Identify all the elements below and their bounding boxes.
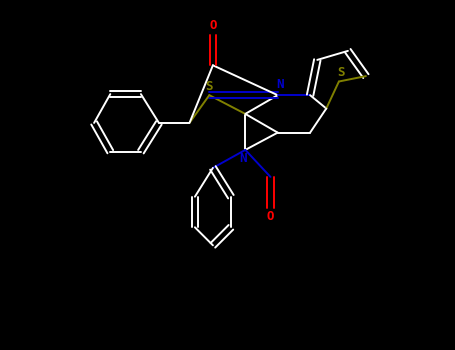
Text: N: N	[239, 152, 247, 166]
Text: O: O	[209, 19, 217, 32]
Text: S: S	[338, 66, 345, 79]
Text: N: N	[277, 78, 284, 91]
Text: O: O	[267, 210, 274, 223]
Text: S: S	[206, 80, 213, 93]
